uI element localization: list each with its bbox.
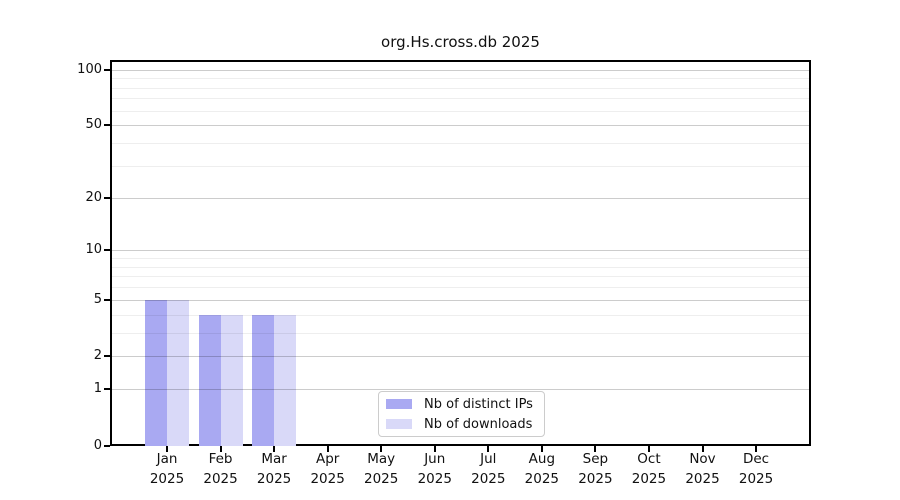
- y-tick-mark: [104, 388, 110, 391]
- x-tick-mark: [647, 446, 650, 452]
- x-tick-label: Mar 2025: [256, 451, 292, 487]
- y-tick-mark: [104, 445, 110, 447]
- x-tick-label: Aug 2025: [524, 451, 560, 487]
- x-tick-mark: [380, 446, 383, 452]
- y-tick-label: 0: [93, 438, 102, 453]
- legend-swatch-downloads: [386, 419, 412, 429]
- y-tick-label: 20: [85, 189, 102, 205]
- y-tick-label: 10: [85, 242, 102, 258]
- x-tick-label: May 2025: [364, 451, 399, 487]
- legend-swatch-distinct-ips: [386, 399, 412, 409]
- chart-title: org.Hs.cross.db 2025: [381, 33, 540, 51]
- x-tick-label: Nov 2025: [685, 451, 720, 487]
- x-tick-mark: [540, 446, 543, 452]
- y-tick-label: 100: [77, 61, 102, 77]
- x-tick-mark: [755, 446, 758, 452]
- bar-downloads: [167, 299, 189, 446]
- y-tick-mark: [104, 196, 110, 199]
- bar-layer: [112, 62, 809, 446]
- bar-downloads: [220, 314, 243, 446]
- x-tick-mark: [701, 446, 704, 452]
- legend: Nb of distinct IPs Nb of downloads: [378, 391, 545, 437]
- x-tick-mark: [219, 446, 222, 452]
- y-tick-mark: [104, 298, 110, 301]
- y-tick-label: 50: [85, 117, 102, 133]
- y-tick-label: 5: [93, 291, 102, 307]
- y-tick-label: 1: [93, 381, 102, 397]
- y-tick-mark: [104, 249, 110, 252]
- legend-label-downloads: Nb of downloads: [424, 416, 533, 432]
- bar-distinct-ips: [252, 314, 275, 446]
- x-tick-mark: [487, 446, 490, 452]
- x-tick-mark: [433, 446, 436, 452]
- plot-area: [110, 60, 811, 446]
- bar-distinct-ips: [198, 314, 221, 446]
- x-tick-mark: [166, 446, 168, 452]
- x-tick-label: Jul 2025: [471, 451, 506, 487]
- legend-row-distinct-ips: Nb of distinct IPs: [386, 396, 544, 413]
- y-tick-mark: [104, 355, 110, 358]
- x-tick-label: Sep 2025: [578, 451, 613, 487]
- bar-downloads: [274, 314, 297, 446]
- x-tick-label: Jan 2025: [149, 451, 185, 487]
- x-tick-label: Feb 2025: [203, 451, 238, 487]
- y-tick-label: 2: [93, 348, 102, 364]
- x-tick-label: Apr 2025: [310, 451, 345, 487]
- x-tick-mark: [594, 446, 597, 452]
- x-tick-mark: [326, 446, 329, 452]
- bar-distinct-ips: [145, 299, 167, 446]
- x-tick-label: Oct 2025: [631, 451, 667, 487]
- x-tick-label: Jun 2025: [417, 451, 452, 487]
- y-tick-mark: [104, 68, 110, 71]
- legend-label-distinct-ips: Nb of distinct IPs: [424, 396, 533, 412]
- legend-row-downloads: Nb of downloads: [386, 416, 544, 433]
- x-tick-mark: [273, 446, 276, 452]
- x-tick-label: Dec 2025: [738, 451, 774, 487]
- y-tick-mark: [104, 124, 110, 127]
